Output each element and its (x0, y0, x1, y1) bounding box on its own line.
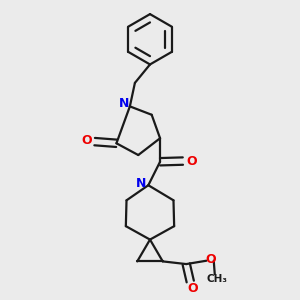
Text: O: O (81, 134, 92, 147)
Text: O: O (187, 282, 198, 295)
Text: N: N (118, 97, 129, 110)
Text: N: N (136, 177, 146, 190)
Text: O: O (186, 154, 196, 168)
Text: CH₃: CH₃ (207, 274, 228, 284)
Text: O: O (205, 253, 216, 266)
